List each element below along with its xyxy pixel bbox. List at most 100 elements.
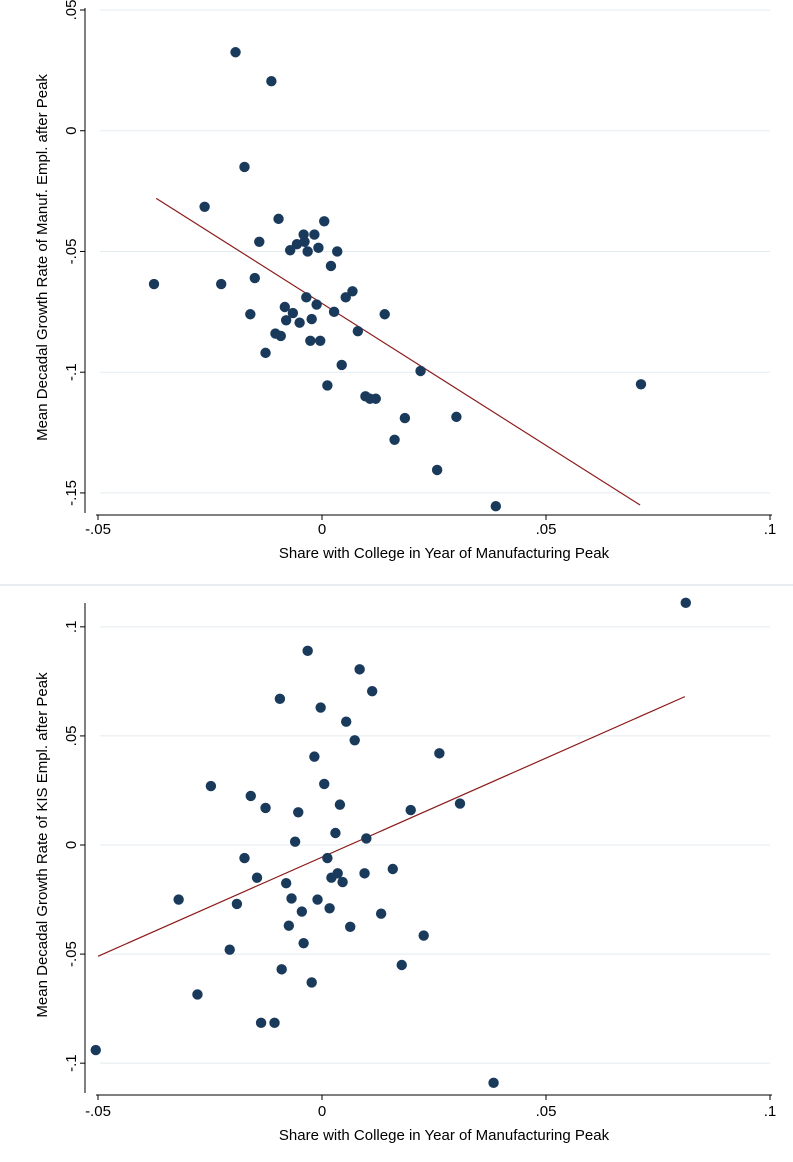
scatter-point [319,778,330,790]
x-tick-label: 0 [318,1103,326,1120]
scatter-point [239,161,250,173]
scatter-point [431,464,443,476]
scatter-point [354,664,365,675]
scatter-point [266,76,277,87]
scatter-point [337,876,348,888]
x-axis-title: Share with College in Year of Manufactur… [279,545,610,562]
scatter-point [313,242,324,254]
scatter-point [301,292,312,303]
scatter-point [299,236,310,248]
x-tick-label: .05 [536,521,557,538]
y-tick-label: .05 [63,725,80,746]
y-tick-label: -.1 [63,363,80,381]
scatter-point [418,930,429,941]
scatter-point [328,306,340,318]
scatter-point [324,903,335,914]
y-tick-label: 0 [63,841,80,849]
scatter-point [332,868,343,879]
scatter-point [276,964,287,975]
y-axis-title: Mean Decadal Growth Rate of Manuf. Empl.… [34,74,51,441]
x-tick-label: -.05 [85,521,111,538]
scatter-point [451,411,462,423]
scatter-point [269,1017,280,1029]
scatter-point [273,213,284,225]
scatter-point [330,827,341,839]
fitted-line [155,197,641,506]
scatter-point [283,920,295,931]
chart-panel-top: -.15 -.1 -.05 0 .05 -.05 0 .05 .1 Share with Coll… [0,0,793,580]
scatter-point [306,313,317,325]
scatter-point [280,877,292,889]
scatter-point [680,597,691,609]
scatter-point [294,317,305,328]
scatter-point [490,501,502,512]
x-tick-label: .05 [536,1103,557,1120]
scatter-point [349,735,360,746]
x-tick-label: 0 [318,521,326,538]
scatter-point [90,1044,101,1056]
scatter-chart-manufacturing: -.15 -.1 -.05 0 .05 -.05 0 .05 .1 Share with Coll… [34,0,777,562]
scatter-point [260,347,271,359]
scatter-point [311,299,322,310]
scatter-point [309,751,320,762]
scatter-point [249,272,260,284]
scatter-point [245,790,256,802]
scatter-point [332,246,343,257]
scatter-point [379,309,390,320]
scatter-point [260,802,271,814]
scatter-point [224,944,235,955]
scatter-point [322,852,333,864]
scatter-point [255,1017,267,1029]
scatter-point [399,412,411,424]
scatter-point [254,236,265,248]
fitted-line [97,696,686,957]
scatter-point [361,833,372,844]
scatter-point [274,693,286,705]
scatter-point [216,278,227,290]
chart-panel-bottom: -.1 -.05 0 .05 .1 -.05 0 .05 .1 Share with Colleg… [0,590,793,1162]
y-tick-label: 0 [63,127,80,135]
x-axis-title: Share with College in Year of Manufactur… [279,1127,610,1144]
scatter-point [315,702,326,713]
scatter-point [286,893,297,904]
scatter-point [415,365,426,377]
panel-divider [0,584,793,586]
scatter-point [199,201,210,212]
scatter-point [302,246,313,257]
scatter-point [192,989,203,1000]
scatter-point [325,260,337,272]
scatter-point [336,359,347,371]
scatter-point [389,434,400,446]
scatter-point [375,908,387,919]
scatter-point [488,1077,499,1089]
scatter-point [359,868,370,879]
scatter-point [280,315,292,326]
scatter-point [319,216,330,227]
scatter-point [352,325,364,337]
scatter-point [279,301,291,313]
y-tick-label: .05 [63,0,80,20]
scatter-point [298,937,309,949]
scatter-point [635,379,647,390]
scatter-point [434,748,445,759]
scatter-point [148,278,160,290]
scatter-point [205,780,217,792]
x-tick-label: .1 [764,521,777,538]
scatter-point [173,894,184,905]
scatter-point [454,798,466,809]
x-tick-label: -.05 [85,1103,111,1120]
x-tick-label: .1 [764,1103,777,1120]
y-tick-label: -.05 [63,941,80,967]
scatter-point [231,898,243,910]
y-tick-label: -.1 [63,1054,80,1072]
scatter-point [405,804,416,816]
scatter-chart-kis: -.1 -.05 0 .05 .1 -.05 0 .05 .1 Share with Colleg… [34,597,777,1144]
scatter-point [309,229,320,240]
scatter-point [306,977,317,988]
scatter-point [366,685,378,697]
scatter-point [251,872,263,883]
scatter-point [245,309,256,320]
scatter-point [287,307,299,319]
scatter-point [302,645,313,657]
scatter-point [284,245,296,256]
